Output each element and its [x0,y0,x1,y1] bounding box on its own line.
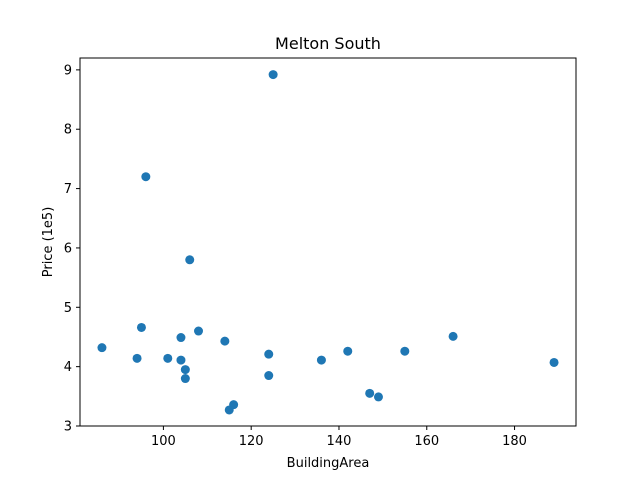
x-tick-label-180: 180 [502,434,527,449]
y-tick-label-5: 5 [64,301,72,316]
y-tick-label-7: 7 [64,182,72,197]
data-point-7 [97,343,107,353]
data-point-23 [224,405,234,415]
x-tick-label-160: 160 [414,434,439,449]
data-point-12 [132,353,142,363]
x-tick-label-120: 120 [239,434,264,449]
data-point-8 [343,346,353,356]
x-axis-ticks: 100 120 140 160 180 [151,426,527,449]
data-point-18 [264,371,274,381]
data-point-0 [268,70,278,80]
data-point-15 [316,355,326,365]
data-point-6 [220,336,230,346]
data-point-14 [176,355,186,365]
y-axis-ticks: 3 4 5 6 7 8 9 [64,63,80,435]
plot-frame [79,57,577,427]
data-point-11 [264,349,274,359]
data-point-16 [549,357,559,367]
y-tick-label-6: 6 [64,241,72,256]
data-point-1 [141,172,151,182]
data-point-19 [180,374,190,384]
y-axis-label: Price (1e5) [41,207,56,278]
y-tick-label-9: 9 [64,63,72,78]
data-point-9 [400,346,410,356]
chart-title: Melton South [275,34,381,53]
data-point-21 [373,392,383,402]
data-point-5 [176,333,186,343]
data-points [97,70,559,415]
data-point-2 [185,255,195,265]
data-point-10 [448,331,458,341]
data-point-3 [136,322,146,332]
x-tick-label-140: 140 [327,434,352,449]
y-tick-label-3: 3 [64,420,72,435]
data-point-20 [365,388,375,398]
y-tick-label-4: 4 [64,360,72,375]
data-point-13 [163,353,173,363]
data-point-4 [194,326,204,336]
x-tick-label-100: 100 [151,434,176,449]
x-axis-label: BuildingArea [287,456,370,471]
y-tick-label-8: 8 [64,123,72,138]
data-point-17 [180,365,190,375]
